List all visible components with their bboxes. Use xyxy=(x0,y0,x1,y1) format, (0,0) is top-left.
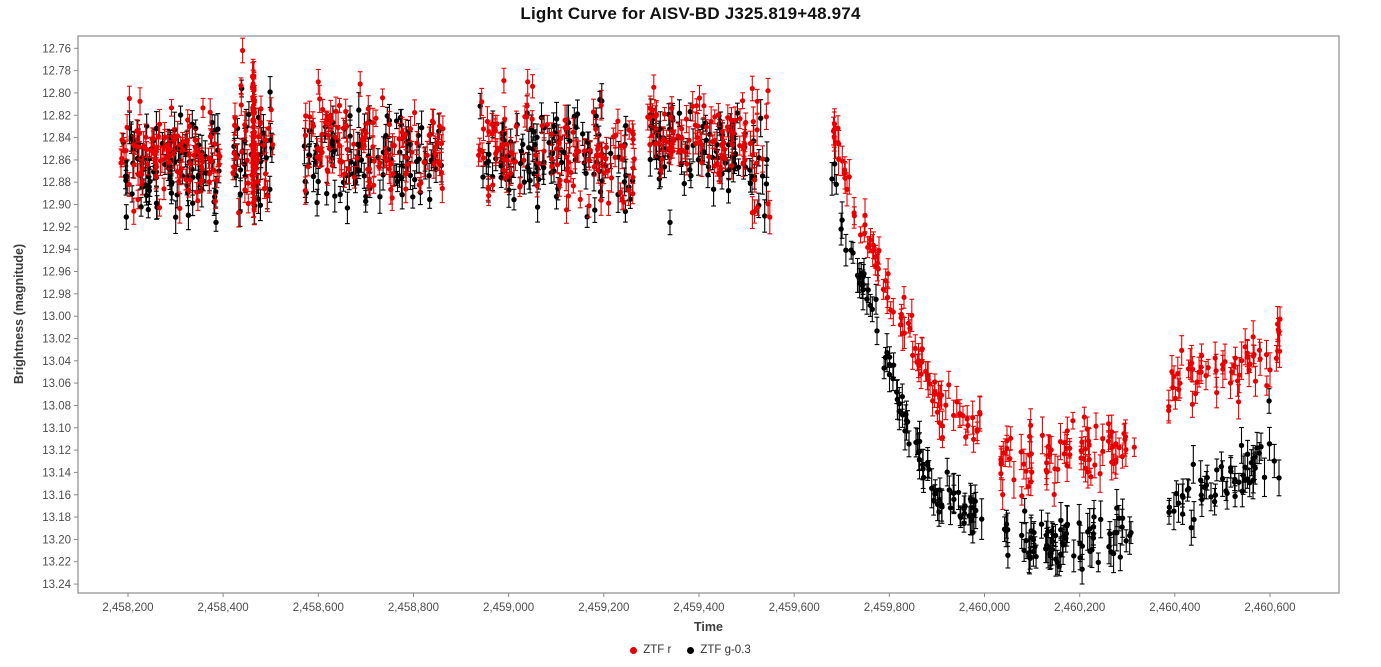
svg-text:2,459,200: 2,459,200 xyxy=(578,602,629,614)
svg-text:2,459,000: 2,459,000 xyxy=(483,602,534,614)
x-axis-ticks: 2,458,200 2,458,400 2,458,600 2,458,800 2,45… xyxy=(102,593,1296,614)
svg-text:12.98: 12.98 xyxy=(42,289,71,301)
legend-item-ztf-g: ZTF g-0.3 xyxy=(687,644,751,656)
svg-text:2,458,800: 2,458,800 xyxy=(388,602,439,614)
ztf-g-marker-icon xyxy=(687,646,695,654)
svg-text:13.20: 13.20 xyxy=(42,534,71,546)
legend-label-ztf-g: ZTF g-0.3 xyxy=(700,644,751,656)
svg-text:2,460,000: 2,460,000 xyxy=(959,602,1010,614)
svg-text:12.78: 12.78 xyxy=(42,66,71,78)
svg-text:12.86: 12.86 xyxy=(42,155,71,167)
plot-border xyxy=(77,35,1340,594)
svg-text:13.10: 13.10 xyxy=(42,423,71,435)
svg-text:12.92: 12.92 xyxy=(42,222,71,234)
svg-text:13.18: 13.18 xyxy=(42,512,71,524)
legend: ZTF r ZTF g-0.3 xyxy=(0,644,1381,656)
svg-text:2,460,600: 2,460,600 xyxy=(1244,602,1295,614)
svg-text:2,459,400: 2,459,400 xyxy=(673,602,724,614)
series-ztf-g-0-3 xyxy=(120,76,1282,585)
y-axis-ticks: 12.76 12.78 12.80 12.82 12.84 12.86 12.88 12.90… xyxy=(42,43,78,591)
svg-text:13.00: 13.00 xyxy=(42,311,71,323)
page-title: Light Curve for AISV-BD J325.819+48.974 xyxy=(520,4,861,23)
svg-text:12.76: 12.76 xyxy=(42,43,71,55)
svg-text:13.12: 13.12 xyxy=(42,445,71,457)
svg-text:12.94: 12.94 xyxy=(42,244,71,256)
svg-text:13.06: 13.06 xyxy=(42,378,71,390)
svg-text:12.84: 12.84 xyxy=(42,133,71,145)
svg-text:2,460,200: 2,460,200 xyxy=(1054,602,1105,614)
svg-text:2,459,800: 2,459,800 xyxy=(864,602,915,614)
svg-text:12.90: 12.90 xyxy=(42,200,71,212)
svg-text:13.08: 13.08 xyxy=(42,401,71,413)
svg-text:12.80: 12.80 xyxy=(42,88,71,100)
svg-text:2,458,600: 2,458,600 xyxy=(293,602,344,614)
legend-label-ztf-r: ZTF r xyxy=(643,644,672,656)
svg-text:12.82: 12.82 xyxy=(42,110,71,122)
svg-text:2,459,600: 2,459,600 xyxy=(769,602,820,614)
svg-text:13.22: 13.22 xyxy=(42,557,71,569)
legend-item-ztf-r: ZTF r xyxy=(630,644,671,656)
y-axis-label: Brightness (magnitude) xyxy=(12,243,26,385)
series-ztf-r xyxy=(118,37,1283,510)
svg-text:12.96: 12.96 xyxy=(42,267,71,279)
svg-text:13.14: 13.14 xyxy=(42,467,71,479)
svg-text:13.04: 13.04 xyxy=(42,356,71,368)
x-axis-label: Time xyxy=(694,620,723,634)
svg-text:2,458,400: 2,458,400 xyxy=(198,602,249,614)
svg-text:13.24: 13.24 xyxy=(42,579,71,591)
svg-text:2,458,200: 2,458,200 xyxy=(102,602,153,614)
ztf-r-marker-icon xyxy=(630,646,638,654)
svg-text:13.02: 13.02 xyxy=(42,334,71,346)
svg-text:12.88: 12.88 xyxy=(42,177,71,189)
svg-text:2,460,400: 2,460,400 xyxy=(1149,602,1200,614)
svg-text:13.16: 13.16 xyxy=(42,490,71,502)
